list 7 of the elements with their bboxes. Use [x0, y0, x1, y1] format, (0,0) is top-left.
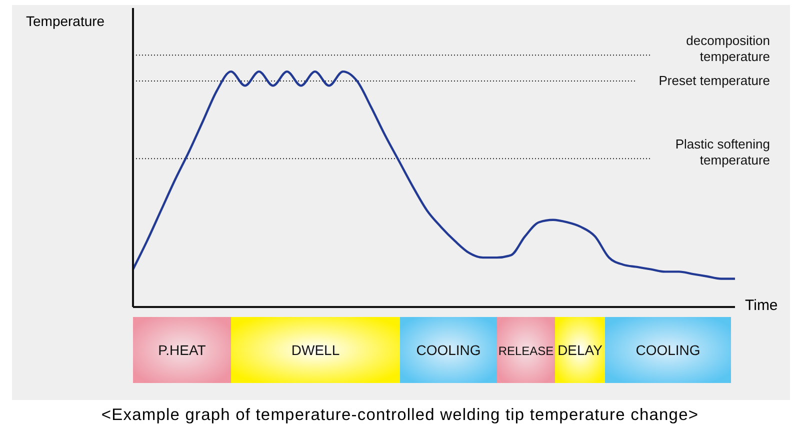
y-axis-title: Temperature: [26, 13, 105, 29]
text: <Example graph of temperature-controlled welding tip temperature change>: [100, 406, 700, 425]
ref-line-label: Plastic softening temperature: [675, 136, 770, 168]
ref-line-label: decomposition temperature: [686, 33, 770, 64]
phase-blocks: P.HEAT DWELL COOLING RELEASE DELAY COOLING: [133, 317, 731, 383]
ref-line-label: Preset temperature: [658, 72, 770, 88]
x-axis-title: Time: [745, 297, 778, 314]
